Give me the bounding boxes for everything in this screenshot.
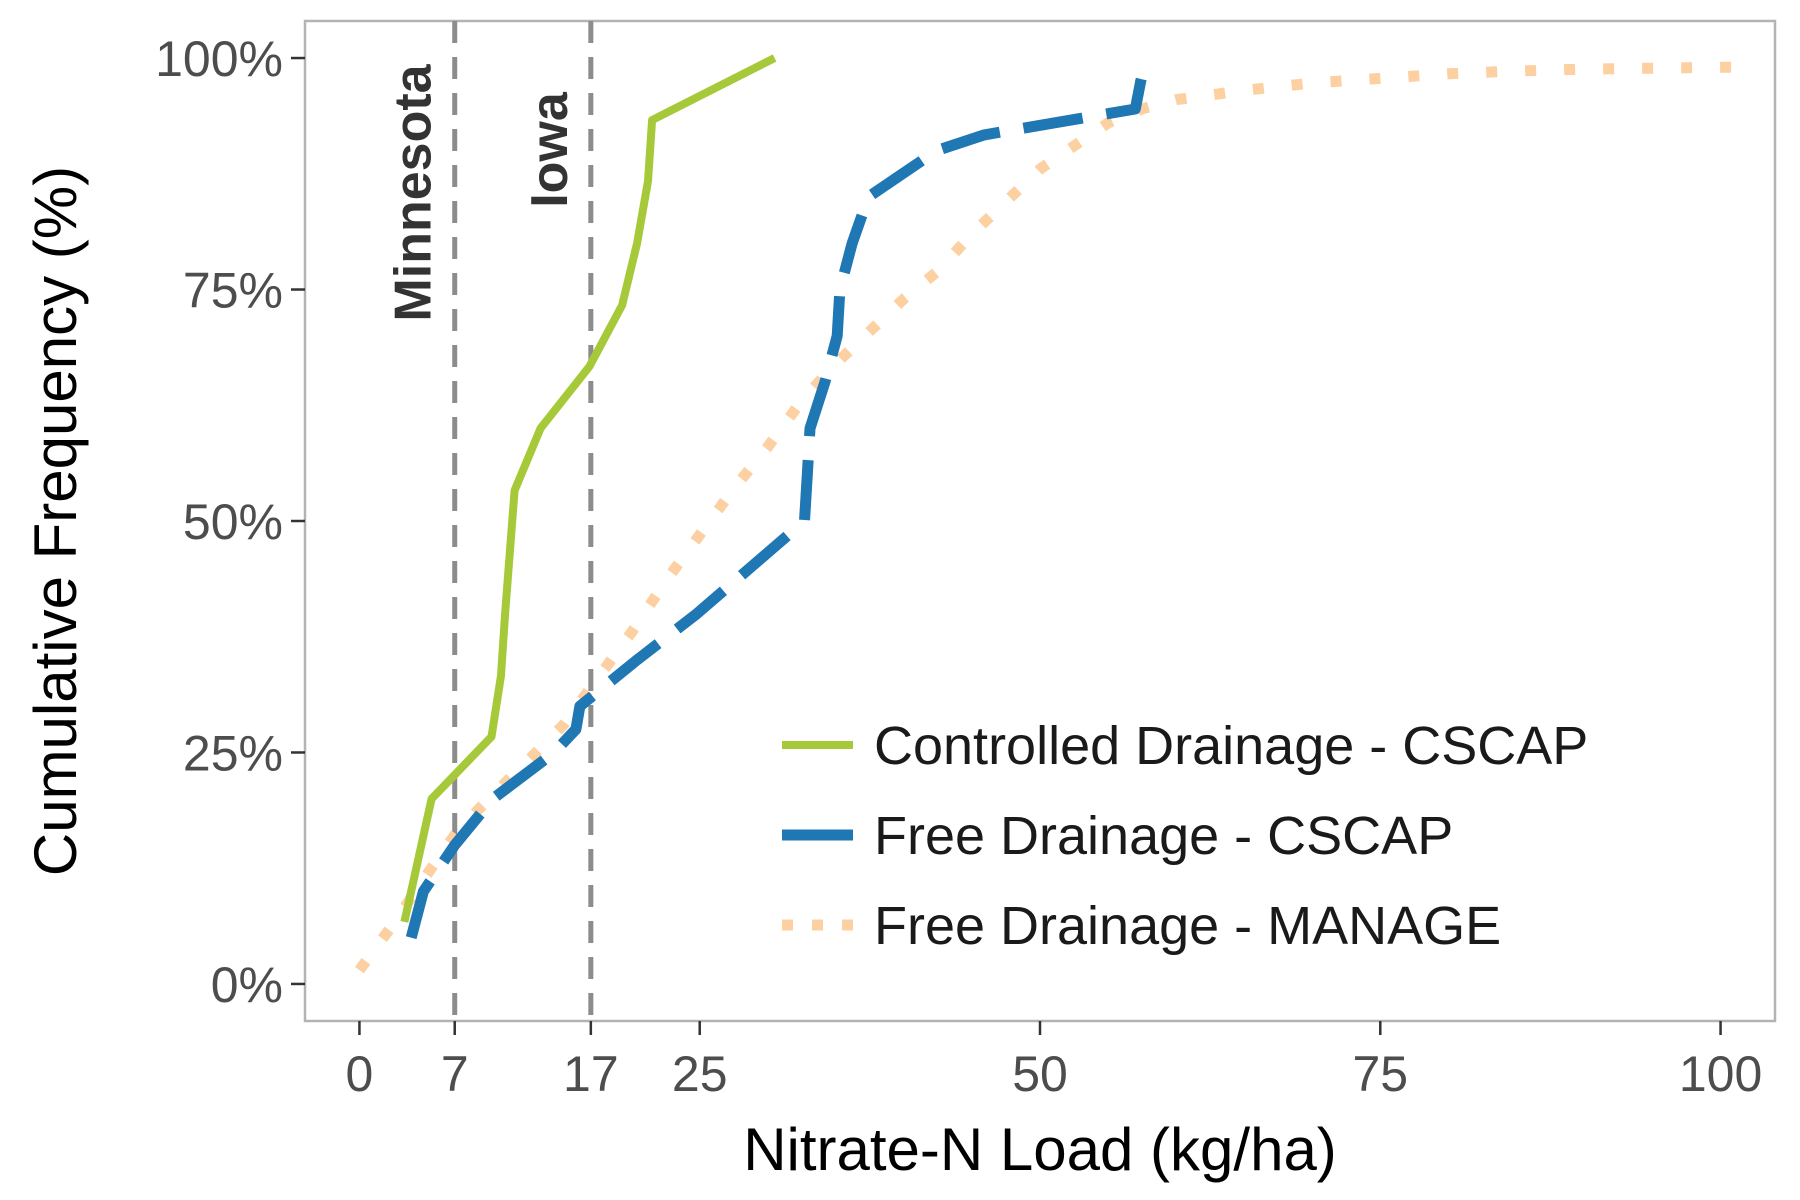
legend-label: Controlled Drainage - CSCAP	[874, 716, 1588, 776]
legend: Controlled Drainage - CSCAP Free Drainage…	[782, 716, 1588, 956]
x-axis: 0 7 17 25 50 75 100	[346, 1021, 1762, 1102]
x-tick-label: 17	[563, 1046, 619, 1102]
y-axis-title: Cumulative Frequency (%)	[22, 166, 89, 876]
series-line	[405, 56, 1152, 940]
y-tick-label: 100%	[155, 31, 283, 87]
x-tick-label: 7	[441, 1046, 469, 1102]
reference-line-label: Minnesota	[385, 63, 443, 321]
x-tick-label: 25	[672, 1046, 728, 1102]
legend-label: Free Drainage - MANAGE	[874, 896, 1501, 956]
x-tick-label: 100	[1679, 1046, 1762, 1102]
x-axis-title: Nitrate-N Load (kg/ha)	[743, 1116, 1337, 1183]
y-tick-label: 50%	[183, 494, 283, 550]
reference-line-label: Iowa	[521, 91, 579, 208]
x-tick-label: 50	[1012, 1046, 1068, 1102]
x-tick-label: 75	[1352, 1046, 1408, 1102]
series-line	[354, 61, 1755, 974]
series-layer	[354, 54, 1755, 974]
legend-label: Free Drainage - CSCAP	[874, 806, 1453, 866]
y-tick-label: 25%	[183, 725, 283, 781]
series-line	[400, 54, 777, 923]
y-tick-label: 75%	[183, 263, 283, 319]
y-tick-label: 0%	[211, 957, 283, 1013]
x-tick-label: 0	[346, 1046, 374, 1102]
y-axis: 0% 25% 50% 75% 100%	[155, 31, 305, 1013]
